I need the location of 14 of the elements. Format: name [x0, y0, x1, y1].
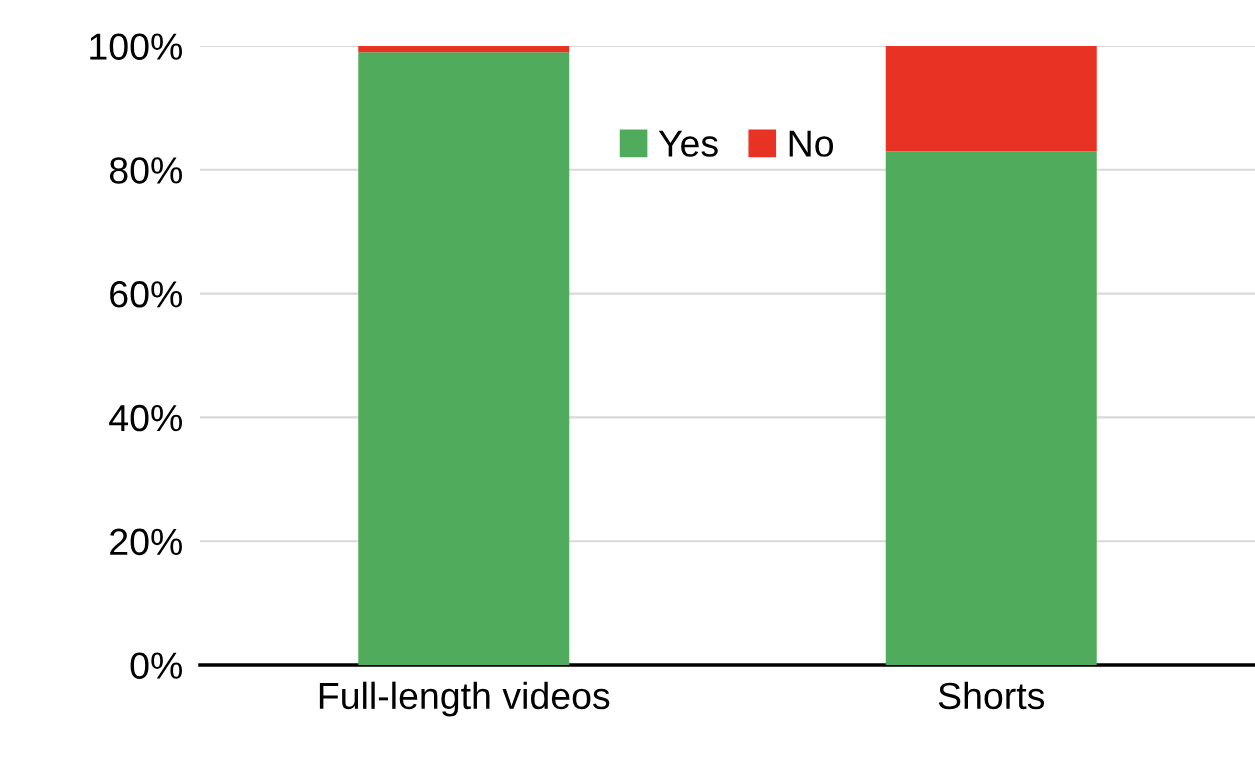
bar	[358, 46, 570, 53]
y-tick-label: 40%	[109, 404, 182, 432]
y-tick-label: 0%	[130, 652, 182, 679]
x-tick-label: Shorts	[938, 681, 1045, 710]
y-tick-label: 20%	[110, 528, 182, 556]
legend-label: Yes	[658, 130, 718, 157]
y-tick-label: 100%	[90, 33, 182, 60]
bar	[885, 151, 1097, 665]
y-tick-label: 60%	[110, 281, 182, 308]
bar	[358, 52, 570, 665]
legend-label: No	[789, 130, 833, 157]
y-tick-label: 80%	[109, 157, 182, 184]
bar	[885, 46, 1097, 152]
x-tick-label: Full-length videos	[319, 681, 610, 717]
